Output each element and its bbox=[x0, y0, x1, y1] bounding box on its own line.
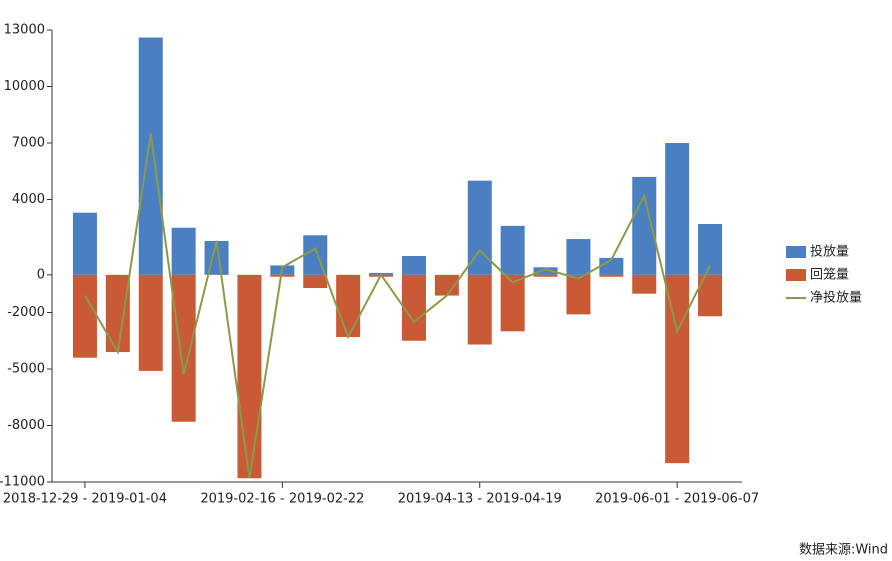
bar bbox=[467, 274, 492, 345]
y-tick-label: 10000 bbox=[4, 79, 45, 94]
bar bbox=[72, 274, 97, 358]
bar bbox=[500, 274, 525, 332]
y-tick-label: 0 bbox=[37, 267, 45, 282]
x-tick-label: 2019-04-13 - 2019-04-19 bbox=[398, 492, 562, 507]
bar bbox=[434, 274, 459, 296]
bar bbox=[138, 274, 163, 371]
bar bbox=[171, 227, 196, 275]
x-tick-label: 2018-12-29 - 2019-01-04 bbox=[3, 492, 167, 507]
bar bbox=[303, 274, 328, 289]
bar bbox=[138, 37, 163, 275]
y-tick-label: -11000 bbox=[0, 475, 45, 490]
y-tick-label: -5000 bbox=[7, 362, 45, 377]
y-tick-label: 13000 bbox=[4, 23, 45, 38]
x-tick-label: 2019-02-16 - 2019-02-22 bbox=[200, 492, 364, 507]
legend-label: 回笼量 bbox=[810, 267, 849, 283]
bar bbox=[500, 225, 525, 275]
bar bbox=[566, 239, 591, 275]
y-tick-label: 7000 bbox=[12, 136, 45, 151]
bar bbox=[632, 274, 657, 294]
bar bbox=[72, 212, 97, 275]
bar bbox=[533, 267, 558, 275]
bar bbox=[270, 274, 295, 277]
bar bbox=[105, 274, 130, 353]
net-line bbox=[84, 133, 711, 479]
bar bbox=[401, 274, 426, 341]
x-tick-label: 2019-06-01 - 2019-06-07 bbox=[595, 492, 759, 507]
legend-swatch bbox=[786, 246, 806, 258]
bar bbox=[237, 274, 262, 479]
bar bbox=[665, 274, 690, 464]
y-tick-label: -8000 bbox=[7, 418, 45, 433]
legend-swatch bbox=[786, 269, 806, 281]
bar bbox=[665, 143, 690, 275]
bar bbox=[632, 176, 657, 275]
y-tick-label: -2000 bbox=[7, 305, 45, 320]
legend-label: 投放量 bbox=[810, 244, 849, 260]
legend-label: 净投放量 bbox=[810, 290, 862, 306]
bar bbox=[336, 274, 361, 337]
bar bbox=[171, 274, 196, 422]
y-tick-label: 4000 bbox=[12, 192, 45, 207]
bar bbox=[533, 274, 558, 277]
bar bbox=[566, 274, 591, 315]
bar bbox=[599, 274, 624, 277]
bar bbox=[401, 256, 426, 275]
source-note: 数据来源:Wind bbox=[799, 543, 888, 558]
